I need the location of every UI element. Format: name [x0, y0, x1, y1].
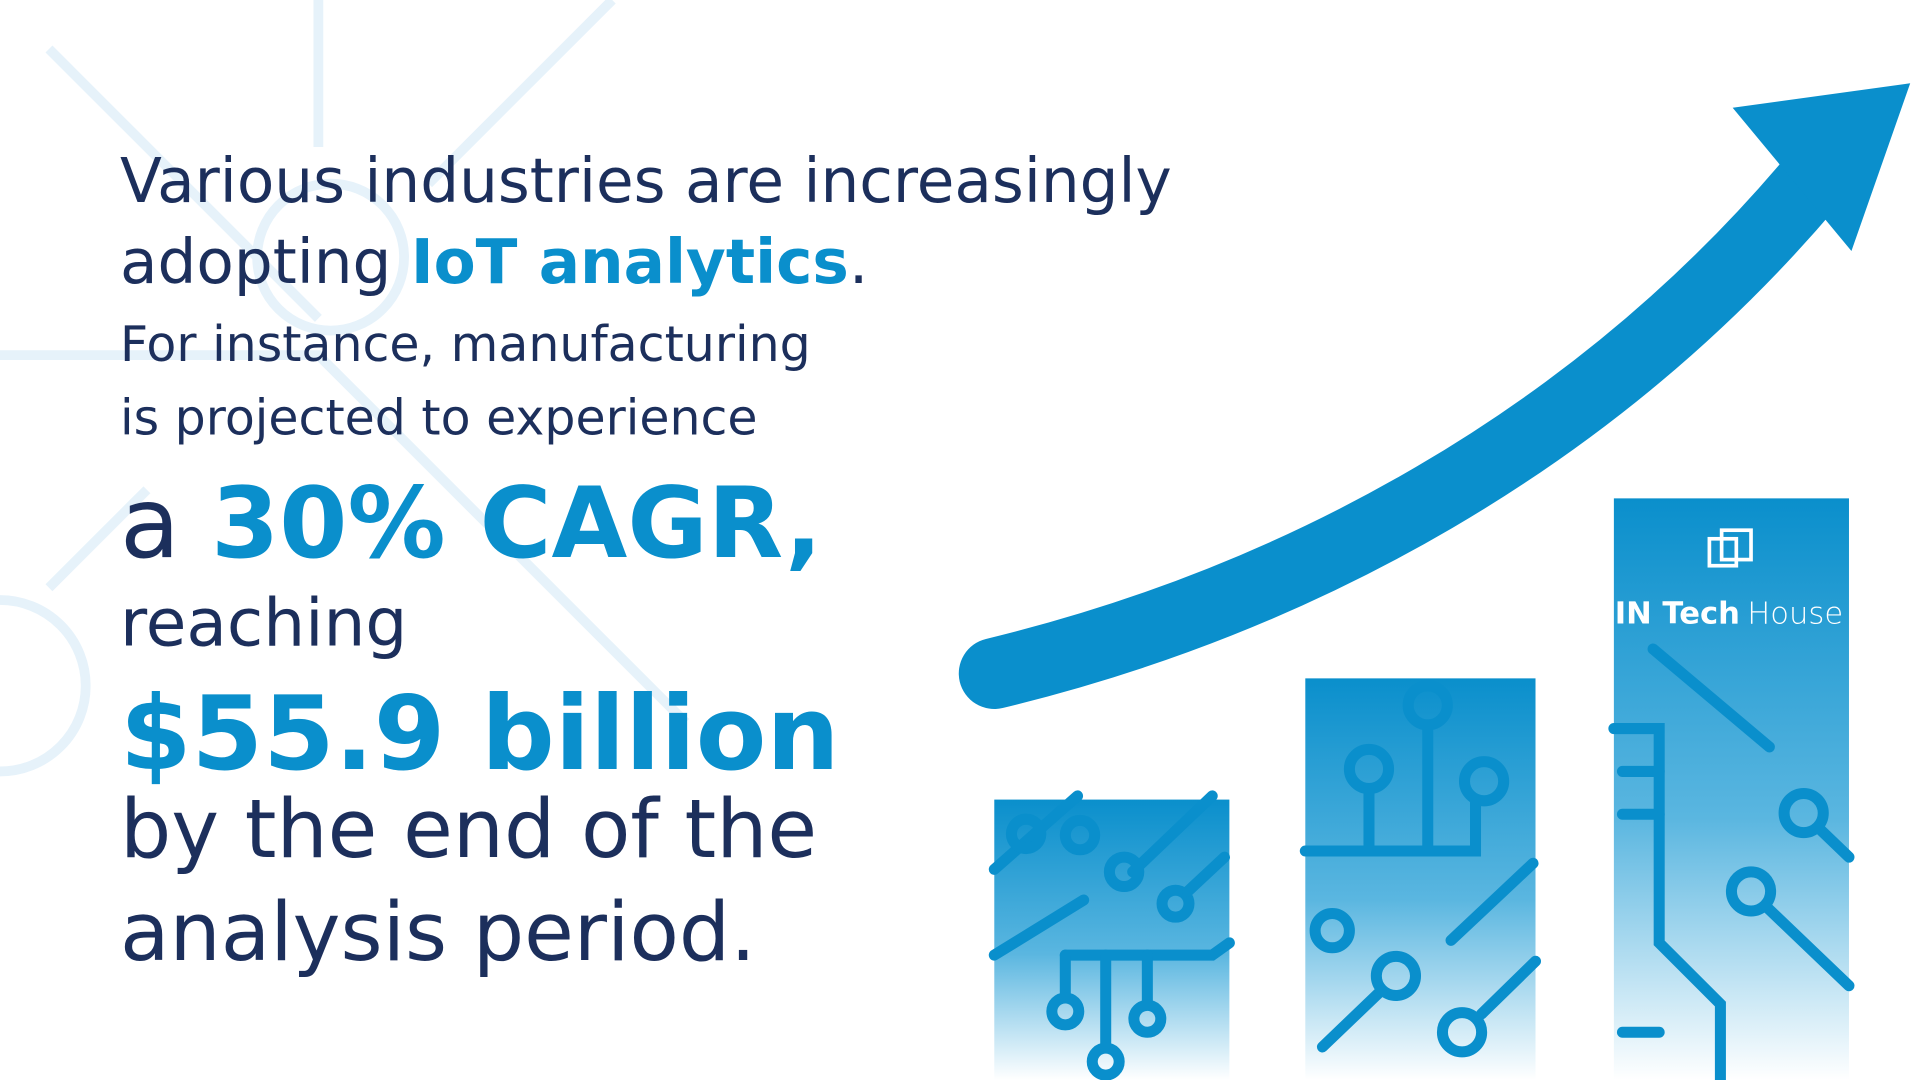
logo-light: House: [1747, 596, 1843, 631]
line: is projected to experience: [120, 390, 758, 447]
decorative-bars: [988, 498, 1855, 1080]
line: by the end of the: [120, 783, 817, 877]
text: .: [849, 227, 868, 298]
line: reaching: [120, 584, 407, 661]
text: adopting: [120, 227, 411, 298]
logo-text: IN Tech House: [1615, 596, 1843, 631]
line: For instance, manufacturing: [120, 316, 811, 373]
logo-bold: IN Tech: [1615, 596, 1740, 631]
highlight: 30% CAGR,: [211, 467, 822, 581]
line: analysis period.: [120, 886, 756, 980]
highlight: $55.9 billion: [120, 675, 840, 794]
line: a 30% CAGR,: [120, 467, 822, 581]
growth-arrow: [958, 83, 1911, 709]
logo: IN Tech House: [1615, 528, 1843, 631]
line: Various industries are increasingly: [120, 146, 1172, 217]
headline: Various industries are increasingly adop…: [120, 146, 1172, 980]
background-circuit: [0, 0, 690, 777]
line: adopting IoT analytics.: [120, 227, 868, 298]
text: a: [120, 467, 211, 581]
highlight: IoT analytics: [411, 227, 849, 298]
